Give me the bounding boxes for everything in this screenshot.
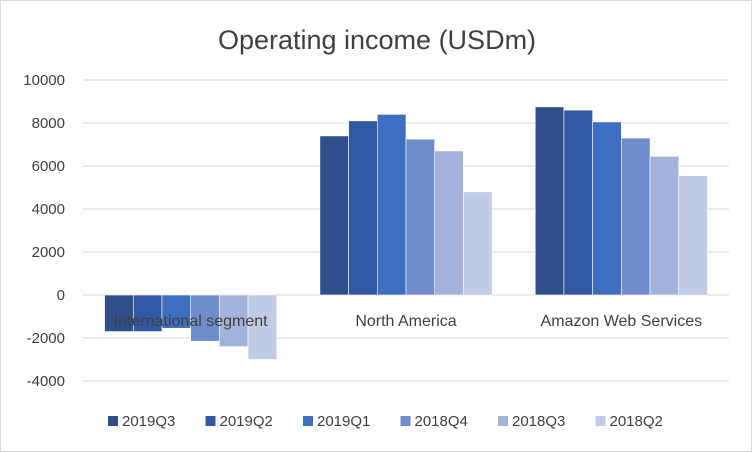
bar [405,138,436,296]
legend-swatch [595,416,606,426]
y-axis-ticks: -4000 -2000 0 2000 4000 6000 8000 10000 [23,72,65,390]
legend-swatch [400,416,411,426]
y-tick-label: 8000 [32,115,65,132]
y-tick-label: 2000 [32,244,65,261]
y-tick-label: 6000 [32,158,65,175]
bar [534,106,565,296]
bar [463,191,493,296]
bar [563,109,593,296]
bar [621,137,651,296]
legend-label: 2018Q4 [415,413,468,430]
bar [247,294,278,360]
bar [104,294,134,332]
y-tick-label: -4000 [27,373,65,390]
legend-label: 2019Q3 [122,413,175,430]
bar [319,135,349,296]
bar [592,121,622,296]
bar [132,294,163,332]
legend-label: 2019Q2 [220,413,273,430]
legend-swatch [303,416,313,426]
legend-swatch [498,416,508,426]
y-tick-label: 0 [57,287,65,304]
legend-label: 2018Q2 [610,413,663,430]
legend-swatch [108,416,118,426]
bars [104,106,708,360]
category-label: North America [355,313,456,330]
category-label: International segment [114,313,268,330]
bar [678,175,708,296]
y-tick-label: 4000 [32,201,65,218]
legend-label: 2018Q3 [512,413,565,430]
chart-title: Operating income (USDm) [218,25,536,55]
legend-label: 2019Q1 [317,413,370,430]
bar [649,156,680,296]
legend: 2019Q3 2019Q2 2019Q1 2018Q4 2018Q3 2018Q2 [108,413,663,430]
bar [376,114,407,296]
bar [434,150,464,296]
bar [348,120,378,296]
legend-swatch [205,416,216,426]
category-labels: International segment North America Amazon… [114,313,702,330]
y-tick-label: 10000 [23,72,65,89]
category-label: Amazon Web Services [541,313,703,330]
y-tick-label: -2000 [27,330,65,347]
